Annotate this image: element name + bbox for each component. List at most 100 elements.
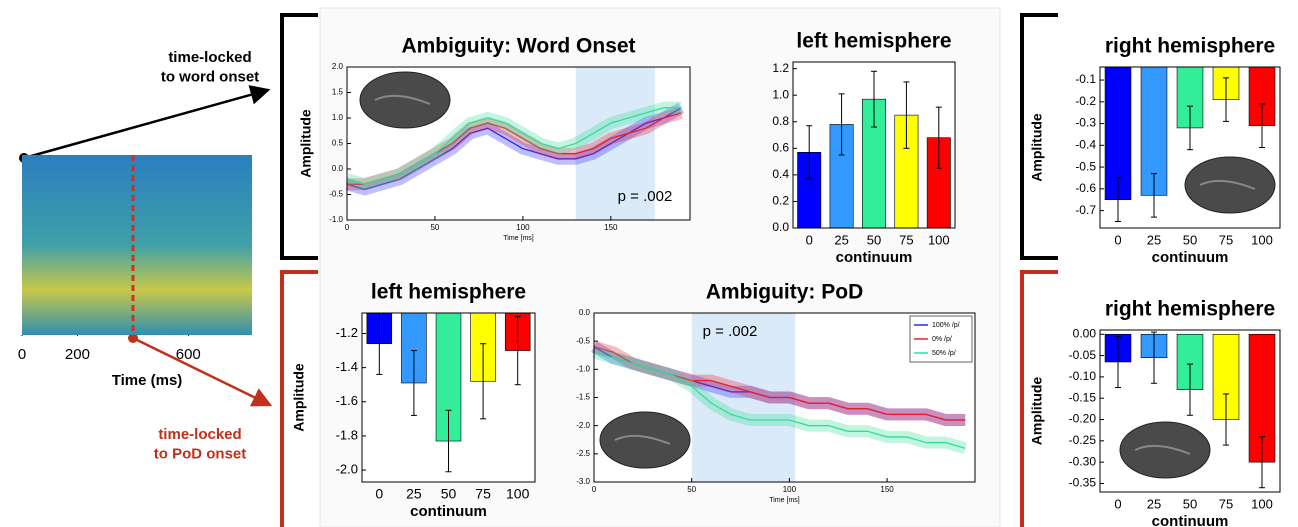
plot-frame [346,66,691,221]
brain-sulcus [374,94,431,105]
y-tick-label: -0.20 [1069,412,1097,426]
x-axis-label: Time [ms] [503,235,534,242]
plot-frame [1099,66,1281,229]
y-tick-label: -0.10 [1069,369,1097,383]
x-tick-label: 50 [1183,496,1197,511]
x-tick-label: 75 [475,486,491,502]
y-tick-label: -0.5 [576,336,590,345]
chart-title: Ambiguity: PoD [706,281,864,304]
y-tick-label: -0.7 [1075,203,1096,217]
x-tick-label: 75 [1219,496,1233,511]
plot-frame [593,312,976,483]
x-tick-label: 150 [604,223,618,232]
arrow [132,336,273,407]
x-tick-label: 0 [345,223,350,232]
annotation: time-locked to word onset [161,49,259,86]
y-tick-label: -1.2 [336,325,358,340]
x-tick-label: 100 [516,223,530,232]
y-tick-label: 1.5 [332,88,344,97]
x-axis-label: Time [ms] [769,497,800,504]
x-tick-label: 25 [406,486,422,502]
plot-frame [792,61,956,229]
y-tick-label: 0.6 [772,140,789,154]
brain-sulcus [1199,179,1256,190]
y-tick-label: -0.1 [1075,72,1096,86]
y-tick-label: 1.2 [772,61,789,75]
x-tick-label: 50 [430,223,439,232]
y-tick-label: -0.35 [1069,476,1097,490]
bracket [280,13,318,260]
dot [128,333,138,343]
x-tick-label: 75 [899,232,913,247]
y-tick-label: -2.0 [336,461,358,476]
x-tick-label: 0 [1114,496,1121,511]
y-tick-label: -0.05 [1069,348,1097,362]
bracket [1020,13,1058,260]
y-tick-label: 0.0 [332,164,344,173]
y-tick-label: -0.5 [1075,159,1096,173]
y-tick-label: -0.6 [1075,181,1096,195]
x-tick-label: 200 [65,346,90,363]
x-axis-label: continuum [836,249,913,266]
y-tick-label: -0.25 [1069,433,1097,447]
y-tick-label: 0.2 [772,194,789,208]
x-tick-label: 25 [1147,496,1161,511]
y-tick-label: -1.0 [329,215,343,224]
y-tick-label: -1.5 [576,393,590,402]
x-tick-label: 100 [1251,496,1273,511]
x-tick-label: 150 [880,485,894,494]
y-tick-label: 0.00 [1073,326,1097,340]
y-axis-label: Amplitude [1029,377,1045,446]
x-axis-label: Time (ms) [112,372,183,389]
chart-title: left hemisphere [371,281,526,304]
annotation: p = .002 [703,323,758,340]
x-axis-label: continuum [1152,513,1229,527]
y-tick-label: -0.5 [329,190,343,199]
x-tick-label: 100 [928,232,950,247]
x-tick-label: 75 [1219,232,1233,247]
x-tick-label: 100 [506,486,530,502]
x-tick-label: 0 [1114,232,1121,247]
x-tick-label: 50 [441,486,457,502]
annotation: time-locked to PoD onset [154,426,247,463]
brain-icon [599,411,691,469]
spectrogram [22,155,252,335]
x-tick-label: 25 [1147,232,1161,247]
legend-label: 50% /p/ [932,350,956,357]
y-tick-label: -0.4 [1075,137,1096,151]
y-tick-label: -3.0 [576,477,590,486]
y-tick-label: -2.5 [576,449,590,458]
y-tick-label: -1.0 [576,364,590,373]
bracket [280,270,318,527]
y-axis-label: Amplitude [1029,113,1045,182]
y-tick-label: -0.3 [1075,116,1096,130]
chart-title: Ambiguity: Word Onset [401,35,635,58]
highlight-region [575,67,655,220]
series-line [346,107,682,191]
brain-sulcus [1134,444,1191,455]
brain-icon [1184,156,1276,214]
x-tick-label: 0 [592,485,597,494]
x-tick-label: 50 [687,485,696,494]
y-axis-label: Amplitude [291,363,307,432]
brain-icon [1119,421,1211,479]
y-tick-label: 2.0 [332,62,344,71]
y-tick-label: -1.6 [336,393,358,408]
y-tick-label: -0.30 [1069,454,1097,468]
y-tick-label: 1.0 [332,113,344,122]
y-tick-label: -1.8 [336,427,358,442]
annotation: p = .002 [618,188,673,205]
brain-icon [359,71,451,129]
brain-sulcus [614,434,671,445]
x-tick-label: 50 [1183,232,1197,247]
x-tick-label: 100 [783,485,797,494]
series-line [346,107,682,185]
series-line [593,351,966,449]
chart-title: left hemisphere [796,30,951,53]
chart-title: right hemisphere [1105,298,1275,321]
y-tick-label: 0.0 [772,220,789,234]
x-tick-label: 25 [834,232,848,247]
y-tick-label: -1.4 [336,359,358,374]
y-tick-label: 1.0 [772,87,789,101]
